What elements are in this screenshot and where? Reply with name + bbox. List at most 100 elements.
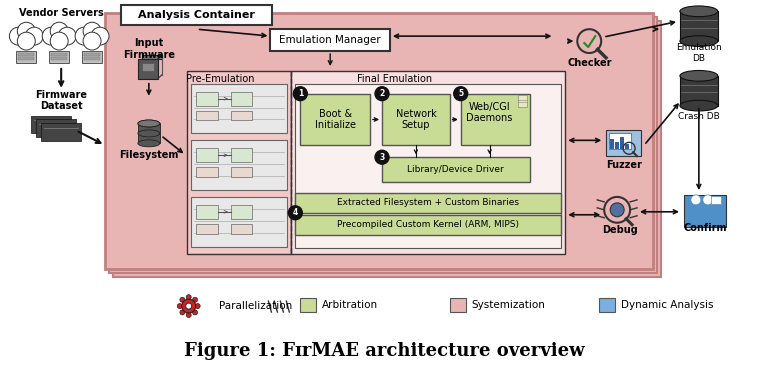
- Circle shape: [186, 295, 191, 300]
- Text: 2: 2: [379, 89, 385, 98]
- Circle shape: [9, 27, 28, 45]
- Bar: [230, 167, 253, 177]
- Bar: [230, 224, 253, 233]
- Bar: [518, 95, 528, 107]
- Ellipse shape: [138, 120, 160, 127]
- Bar: [51, 57, 67, 60]
- Circle shape: [611, 203, 624, 217]
- Bar: [16, 51, 36, 63]
- Bar: [291, 71, 565, 255]
- Bar: [382, 157, 531, 182]
- Bar: [450, 298, 465, 312]
- Circle shape: [83, 32, 101, 50]
- Bar: [230, 92, 253, 105]
- Text: Systemization: Systemization: [472, 300, 545, 310]
- Ellipse shape: [680, 36, 718, 47]
- Text: Debug: Debug: [602, 225, 638, 235]
- Circle shape: [50, 22, 68, 40]
- Bar: [138, 59, 157, 79]
- Circle shape: [703, 195, 713, 205]
- Bar: [609, 134, 631, 149]
- Bar: [599, 298, 615, 312]
- Bar: [109, 17, 657, 273]
- Text: Web/CGI
Daemons: Web/CGI Daemons: [466, 102, 513, 123]
- Text: Confirm: Confirm: [683, 223, 727, 233]
- Text: 4: 4: [293, 208, 298, 217]
- Text: Emulation
DB: Emulation DB: [676, 43, 722, 63]
- Bar: [196, 148, 217, 162]
- Text: Analysis Container: Analysis Container: [138, 10, 255, 20]
- Text: Network
Setup: Network Setup: [396, 109, 436, 130]
- Ellipse shape: [680, 70, 718, 81]
- Bar: [113, 21, 661, 277]
- Bar: [196, 167, 217, 177]
- Ellipse shape: [680, 6, 718, 17]
- Bar: [296, 215, 561, 235]
- Text: Filesystem: Filesystem: [119, 150, 178, 160]
- Text: Crash DB: Crash DB: [678, 112, 720, 121]
- Text: 3: 3: [379, 153, 385, 162]
- Bar: [196, 224, 217, 233]
- Bar: [620, 137, 624, 149]
- Circle shape: [186, 313, 191, 317]
- Bar: [230, 205, 253, 219]
- Circle shape: [180, 310, 185, 315]
- Bar: [684, 195, 726, 227]
- Text: Figure 1: FɪrMAE architecture overview: Figure 1: FɪrMAE architecture overview: [184, 342, 584, 360]
- Bar: [611, 139, 614, 149]
- Circle shape: [186, 303, 192, 309]
- Bar: [190, 140, 287, 190]
- Bar: [84, 53, 100, 56]
- Text: Pre-Emulation: Pre-Emulation: [187, 74, 255, 84]
- Text: Fuzzer: Fuzzer: [606, 160, 642, 170]
- Bar: [711, 196, 721, 204]
- Bar: [138, 124, 160, 134]
- Ellipse shape: [138, 140, 160, 147]
- Bar: [121, 5, 273, 25]
- Bar: [18, 53, 35, 56]
- Ellipse shape: [680, 100, 718, 111]
- Circle shape: [182, 299, 196, 313]
- Bar: [196, 92, 217, 105]
- Bar: [190, 84, 287, 134]
- Text: Extracted Filesystem + Custom Binaries: Extracted Filesystem + Custom Binaries: [337, 198, 519, 207]
- Text: Library/Device Driver: Library/Device Driver: [407, 165, 504, 174]
- Bar: [36, 120, 76, 137]
- Ellipse shape: [138, 130, 160, 137]
- Circle shape: [18, 32, 35, 50]
- Text: Checker: Checker: [567, 58, 611, 68]
- Bar: [680, 76, 718, 105]
- Text: Vendor Servers: Vendor Servers: [18, 8, 104, 18]
- Bar: [296, 193, 561, 213]
- Text: Arbitration: Arbitration: [323, 300, 379, 310]
- Bar: [142, 55, 162, 59]
- Text: 5: 5: [458, 89, 463, 98]
- Text: Input
Firmware: Input Firmware: [123, 38, 175, 60]
- Bar: [142, 63, 154, 71]
- Bar: [230, 111, 253, 121]
- Bar: [84, 57, 100, 60]
- Bar: [138, 134, 160, 143]
- Bar: [606, 130, 641, 156]
- Bar: [49, 51, 69, 63]
- Bar: [196, 111, 217, 121]
- Circle shape: [180, 297, 185, 302]
- Bar: [187, 71, 291, 255]
- Bar: [41, 124, 81, 141]
- Circle shape: [195, 304, 200, 309]
- Circle shape: [18, 22, 35, 40]
- Ellipse shape: [138, 120, 160, 127]
- Bar: [196, 205, 217, 219]
- Text: Final Emulation: Final Emulation: [357, 74, 432, 84]
- Bar: [615, 142, 619, 149]
- Bar: [270, 29, 390, 51]
- Bar: [31, 115, 71, 134]
- Circle shape: [454, 87, 468, 101]
- Circle shape: [293, 87, 307, 101]
- Text: Parallelization: Parallelization: [219, 301, 292, 311]
- Circle shape: [83, 22, 101, 40]
- Bar: [190, 197, 287, 246]
- Bar: [18, 57, 35, 60]
- Circle shape: [91, 27, 109, 45]
- Text: Precompiled Custom Kernel (ARM, MIPS): Precompiled Custom Kernel (ARM, MIPS): [337, 220, 519, 229]
